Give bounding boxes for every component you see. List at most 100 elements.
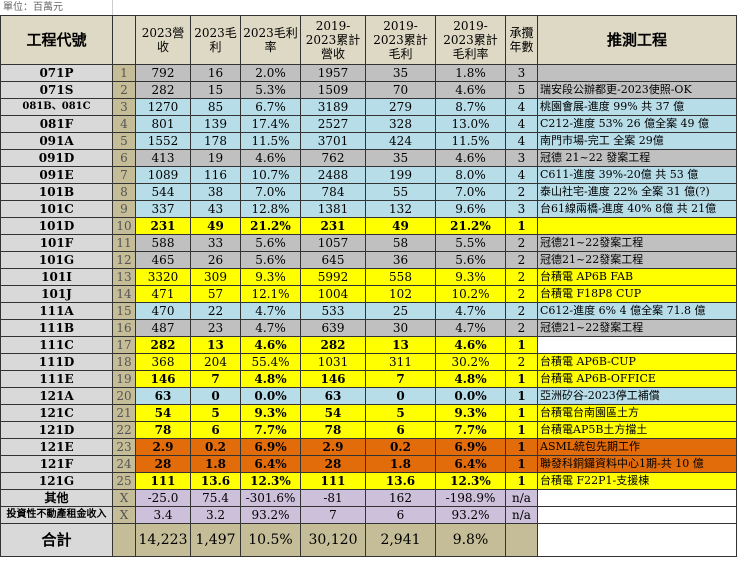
cell-gp: 49 xyxy=(190,217,241,235)
project-code: 111A xyxy=(0,302,113,320)
cell-gp: 309 xyxy=(190,268,241,286)
row-index: 19 xyxy=(112,370,136,388)
header-revenue-2023: 2023營收 xyxy=(135,15,191,65)
cell-cgm: 10.2% xyxy=(435,285,506,303)
cell-yrs: 1 xyxy=(505,336,538,354)
table-row: 091D 6 413 19 4.6% 762 35 4.6% 3 冠德 21~22 發案工程 xyxy=(0,149,737,167)
cell-gm: 6.9% xyxy=(240,438,301,456)
total-crev: 30,120 xyxy=(300,523,366,557)
unit-label: 單位：百萬元 xyxy=(3,2,63,13)
project-code: 121C xyxy=(0,404,113,422)
cell-crev: 1957 xyxy=(300,64,366,82)
row-index: 23 xyxy=(112,438,136,456)
cell-rev: 1270 xyxy=(135,98,191,116)
cell-crev: 146 xyxy=(300,370,366,388)
cell-rev: 544 xyxy=(135,183,191,201)
table-row: 091A 5 1552 178 11.5% 3701 424 11.5% 4 南門市場-完工 全案… xyxy=(0,132,737,150)
cell-cgm: 7.7% xyxy=(435,421,506,439)
total-cgm: 9.8% xyxy=(435,523,506,557)
table-row: 111B 16 487 23 4.7% 639 30 4.7% 2 冠德21~22發案工程 xyxy=(0,319,737,337)
project-code: 121D xyxy=(0,421,113,439)
cell-cgm: 8.0% xyxy=(435,166,506,184)
project-code: 111D xyxy=(0,353,113,371)
total-row: 合計 14,223 1,497 10.5% 30,120 2,941 9.8% xyxy=(0,523,737,557)
cell-cgm: 4.8% xyxy=(435,370,506,388)
cell-rev: 78 xyxy=(135,421,191,439)
cell-gm: 7.7% xyxy=(240,421,301,439)
cell-gp: 6 xyxy=(190,421,241,439)
cell-cgm: 5.5% xyxy=(435,234,506,252)
table-row: 101B 8 544 38 7.0% 784 55 7.0% 2 泰山社宅-進度 22% 全案 3… xyxy=(0,183,737,201)
cell-crev: 2488 xyxy=(300,166,366,184)
cell-gm: 12.8% xyxy=(240,200,301,218)
cell-rev: 282 xyxy=(135,336,191,354)
row-index: X xyxy=(112,489,136,507)
cell-crev: 1509 xyxy=(300,81,366,99)
table-row: 121A 20 63 0 0.0% 63 0 0.0% 1 亞洲矽谷-2023停工補償 xyxy=(0,387,737,405)
estimated-project: 南門市場-完工 全案 29億 xyxy=(537,132,737,150)
estimated-project: 台積電AP5B土方擋土 xyxy=(537,421,737,439)
project-code: 121F xyxy=(0,455,113,473)
project-code: 101I xyxy=(0,268,113,286)
cell-gp: 43 xyxy=(190,200,241,218)
cell-gm: 10.7% xyxy=(240,166,301,184)
table-row: 121G 25 111 13.6 12.3% 111 13.6 12.3% 1 台積電 F22P1… xyxy=(0,472,737,490)
table-row: 121C 21 54 5 9.3% 54 5 9.3% 1 台積電台南園區土方 xyxy=(0,404,737,422)
cell-rev: 801 xyxy=(135,115,191,133)
cell-crev: 1031 xyxy=(300,353,366,371)
cell-gp: 22 xyxy=(190,302,241,320)
cell-crev: 5992 xyxy=(300,268,366,286)
cell-rev: 282 xyxy=(135,81,191,99)
cell-gm: 7.0% xyxy=(240,183,301,201)
row-index: 16 xyxy=(112,319,136,337)
row-index: 15 xyxy=(112,302,136,320)
cell-crev: 7 xyxy=(300,506,366,524)
cell-gm: 11.5% xyxy=(240,132,301,150)
cell-crev: 3701 xyxy=(300,132,366,150)
header-index xyxy=(112,15,136,65)
cell-cgp: 6 xyxy=(365,506,436,524)
cell-yrs: 1 xyxy=(505,472,538,490)
cell-gm: 93.2% xyxy=(240,506,301,524)
project-code: 101B xyxy=(0,183,113,201)
table-row: 111E 19 146 7 4.8% 146 7 4.8% 1 台積電 AP6B-OFFICE xyxy=(0,370,737,388)
row-index: 11 xyxy=(112,234,136,252)
project-code: 111E xyxy=(0,370,113,388)
cell-gm: 2.0% xyxy=(240,64,301,82)
cell-crev: 533 xyxy=(300,302,366,320)
cell-cgp: 199 xyxy=(365,166,436,184)
row-index: 10 xyxy=(112,217,136,235)
cell-yrs: 1 xyxy=(505,421,538,439)
cell-yrs: 4 xyxy=(505,132,538,150)
cell-cgp: 162 xyxy=(365,489,436,507)
estimated-project: 泰山社宅-進度 22% 全案 31 億(?) xyxy=(537,183,737,201)
cell-rev: 470 xyxy=(135,302,191,320)
header-years: 承攬年數 xyxy=(505,15,538,65)
estimated-project xyxy=(537,489,737,507)
cell-cgp: 102 xyxy=(365,285,436,303)
project-table: 工程代號 2023營收 2023毛利 2023毛利率 2019-2023累計營收… xyxy=(0,15,737,557)
cell-cgp: 5 xyxy=(365,404,436,422)
estimated-project: 台積電台南園區土方 xyxy=(537,404,737,422)
table-row: 101C 9 337 43 12.8% 1381 132 9.6% 3 台61線兩橋-進度 40%… xyxy=(0,200,737,218)
project-code: 其他 xyxy=(0,489,113,507)
table-row: 101D 10 231 49 21.2% 231 49 21.2% 1 xyxy=(0,217,737,235)
cell-gm: 4.6% xyxy=(240,336,301,354)
cell-crev: 231 xyxy=(300,217,366,235)
total-years xyxy=(505,523,538,557)
cell-cgp: 70 xyxy=(365,81,436,99)
cell-crev: 3189 xyxy=(300,98,366,116)
cell-crev: 111 xyxy=(300,472,366,490)
project-code: 101J xyxy=(0,285,113,303)
estimated-project: 冠德21~22發案工程 xyxy=(537,319,737,337)
cell-cgp: 328 xyxy=(365,115,436,133)
estimated-project: 台積電 F22P1-支援棟 xyxy=(537,472,737,490)
cell-gp: 16 xyxy=(190,64,241,82)
table-row: 投資性不動產租金收入 X 3.4 3.2 93.2% 7 6 93.2% n/a xyxy=(0,506,737,524)
cell-gm: 17.4% xyxy=(240,115,301,133)
estimated-project: 冠德 21~22 發案工程 xyxy=(537,149,737,167)
total-cgp: 2,941 xyxy=(365,523,436,557)
cell-gm: 4.7% xyxy=(240,302,301,320)
cell-crev: 54 xyxy=(300,404,366,422)
cell-cgm: 1.8% xyxy=(435,64,506,82)
